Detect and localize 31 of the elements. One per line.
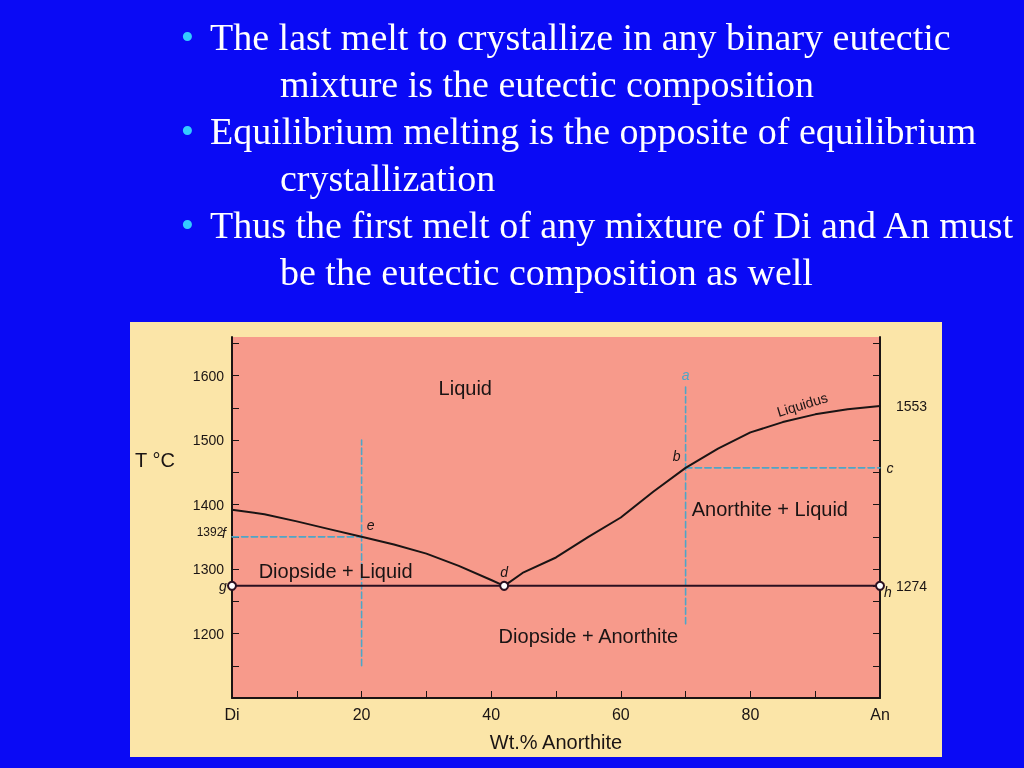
y-tick-label: 1200	[192, 625, 225, 642]
x-tick-label: An	[870, 705, 890, 723]
text: • Equilibrium melting is the opposite of equilibrium crystallization	[179, 109, 977, 199]
annotation: Liquid	[438, 377, 492, 400]
y-tick-label: 1500	[192, 432, 225, 449]
annotation: d	[500, 563, 510, 580]
y-tick-label: 1600	[192, 367, 225, 384]
x-tick-label: Di	[224, 705, 240, 723]
annotation: e	[366, 516, 375, 533]
text: • The last melt to crystallize in any binary eutectic mixture is the eutectic composition	[179, 15, 951, 105]
y-tick-label: 1300	[192, 561, 225, 578]
annotation: Diopside + Anorthite	[498, 625, 679, 648]
y2-tick-label: 1553	[896, 397, 928, 414]
x-tick-label: 40	[482, 705, 501, 723]
x-axis-title: Wt.% Anorthite	[489, 731, 623, 753]
y2-tick-label: 1274	[896, 577, 928, 594]
annotation: Diopside + Liquid	[258, 559, 413, 582]
x-tick-label: 60	[611, 705, 630, 723]
x-tick-label: 80	[741, 705, 760, 723]
text: • Thus the first melt of any mixture of Di and An must be the eutectic composition as well	[179, 203, 1014, 293]
y-axis-title: T °C	[135, 448, 175, 471]
annotation: g	[219, 577, 228, 594]
y-tick-label: 1400	[192, 496, 225, 513]
annotation: b	[672, 447, 681, 464]
x-tick-label: 20	[352, 705, 371, 723]
annotation: c	[886, 459, 894, 476]
annotation: a	[681, 367, 690, 384]
annotation: Anorthite + Liquid	[691, 497, 848, 520]
annotation: f	[222, 524, 229, 541]
annotation: Liquidus	[774, 389, 830, 420]
annotation: h	[884, 583, 893, 600]
